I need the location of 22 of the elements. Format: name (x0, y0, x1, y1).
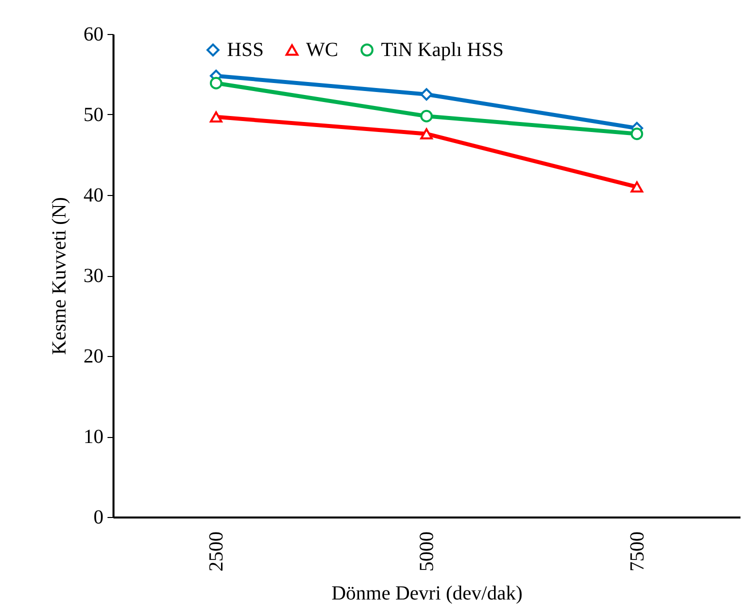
x-tick-label: 2500 (206, 532, 228, 572)
y-tick-label: 20 (84, 346, 104, 368)
y-tick-label: 40 (84, 184, 104, 206)
legend-label: WC (306, 39, 338, 61)
point (210, 111, 222, 122)
x-tick-label: 5000 (416, 532, 438, 572)
x-tick-label: 7500 (626, 532, 648, 572)
point (630, 128, 644, 140)
x-axis-title: Dönme Devri (dev/dak) (331, 582, 523, 604)
point (630, 181, 644, 192)
y-axis-title: Kesme Kuvveti (N) (48, 197, 70, 355)
y-tick-label: 60 (84, 24, 104, 46)
point (420, 88, 433, 101)
y-tick-label: 10 (84, 426, 104, 448)
legend-label: HSS (227, 39, 264, 61)
point (420, 110, 433, 122)
y-tick-label: 30 (84, 265, 104, 287)
y-tick-label: 50 (84, 104, 104, 126)
point (210, 76, 222, 90)
y-tick-label: 0 (94, 506, 104, 528)
point (420, 128, 433, 140)
legend-label: TiN Kaplı HSS (381, 39, 504, 61)
